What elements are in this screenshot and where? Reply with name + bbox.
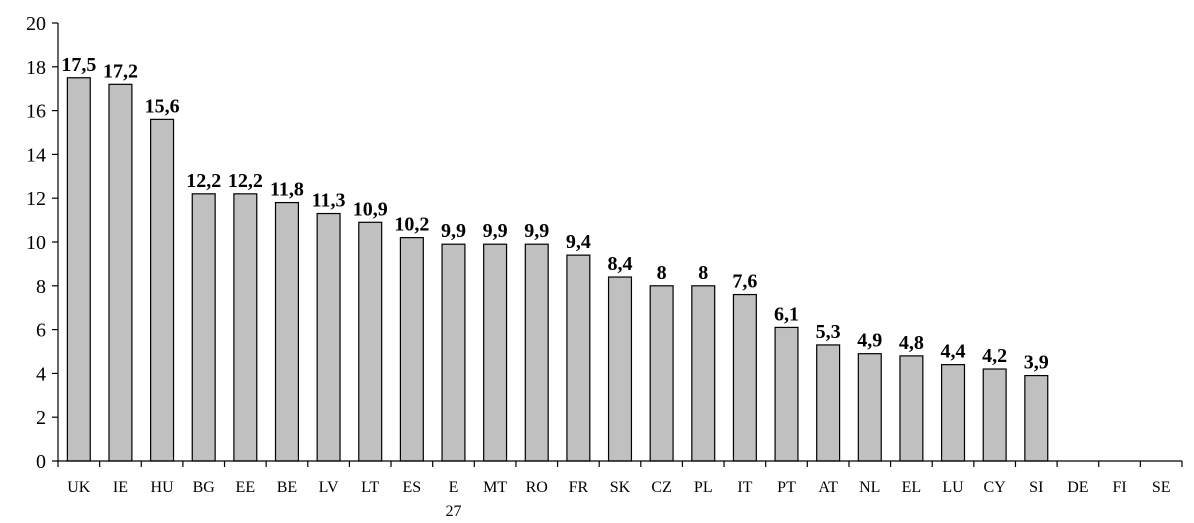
data-label: 8	[698, 262, 708, 284]
data-label: 4,8	[899, 332, 924, 354]
bar-at	[817, 345, 840, 461]
x-tick-label: SI	[1029, 479, 1043, 496]
y-tick-label: 10	[26, 232, 46, 254]
y-tick-label: 4	[36, 363, 46, 385]
data-label: 9,4	[566, 231, 591, 253]
x-tick-label: CY	[984, 479, 1007, 496]
x-tick-label: ES	[403, 479, 422, 496]
x-tick-label: UK	[67, 479, 91, 496]
x-tick-label: SK	[610, 479, 631, 496]
data-label: 12,2	[186, 170, 221, 192]
x-tick-label: HU	[151, 479, 175, 496]
data-label: 9,9	[441, 220, 466, 242]
data-label: 5,3	[816, 321, 841, 343]
bar-sk	[609, 277, 632, 461]
data-label: 10,2	[394, 214, 429, 236]
y-tick-label: 8	[36, 276, 46, 298]
data-label: 17,5	[61, 54, 96, 76]
x-tick-label: IE	[113, 479, 128, 496]
bar-lt	[359, 222, 382, 461]
bar-el	[900, 356, 923, 461]
data-label: 11,8	[270, 179, 304, 201]
y-tick-label: 6	[36, 320, 46, 342]
bar-nl	[858, 354, 881, 461]
x-tick-label: DE	[1067, 479, 1088, 496]
bar-ro	[525, 244, 548, 461]
y-tick-label: 20	[26, 13, 46, 35]
data-label: 3,9	[1024, 352, 1049, 374]
bar-si	[1025, 376, 1048, 461]
y-tick-label: 18	[26, 57, 46, 79]
data-label: 7,6	[732, 271, 757, 293]
y-tick-label: 14	[26, 144, 46, 166]
x-tick-label: FI	[1112, 479, 1126, 496]
y-tick-label: 16	[26, 101, 46, 123]
data-label: 17,2	[103, 60, 138, 82]
bar-hu	[151, 119, 174, 461]
data-label: 11,3	[312, 190, 346, 212]
bar-pt	[775, 327, 798, 461]
x-tick-label: BE	[277, 479, 297, 496]
bar-es	[400, 238, 423, 461]
data-label: 8,4	[608, 253, 633, 275]
bar-mt	[484, 244, 507, 461]
bar-ee	[234, 194, 257, 461]
bar-cy	[983, 369, 1006, 461]
data-label: 4,4	[941, 341, 966, 363]
bar-pl	[692, 286, 715, 461]
x-tick-label: LT	[361, 479, 379, 496]
bar-lu	[942, 365, 965, 461]
x-tick-label: RO	[526, 479, 548, 496]
bar-ie	[109, 84, 132, 461]
data-label: 4,2	[982, 345, 1007, 367]
data-label: 15,6	[145, 95, 180, 117]
y-axis: 0 2 4 6 8 10 12 14 16 18 20	[26, 13, 58, 473]
bar-e	[442, 244, 465, 461]
y-tick-label: 0	[36, 451, 46, 473]
x-tick-label: AT	[818, 479, 838, 496]
bar-fr	[567, 255, 590, 461]
x-tick-label: CZ	[651, 479, 671, 496]
data-label: 8	[657, 262, 667, 284]
x-tick-label: BG	[193, 479, 216, 496]
x-tick-label: EL	[902, 479, 922, 496]
bar-be	[276, 203, 299, 461]
x-tick-label: IT	[737, 479, 752, 496]
x-tick-label: PT	[777, 479, 796, 496]
y-tick-label: 2	[36, 407, 46, 429]
x-tick-sublabel: 27	[445, 503, 461, 520]
bar-lv	[317, 214, 340, 461]
x-tick-label: FR	[569, 479, 589, 496]
data-label: 4,9	[857, 330, 882, 352]
x-tick-label: LV	[319, 479, 339, 496]
bar-bg	[192, 194, 215, 461]
x-tick-label: E	[449, 479, 459, 496]
data-label: 9,9	[524, 220, 549, 242]
x-tick-label: EE	[236, 479, 256, 496]
bar-it	[733, 295, 756, 461]
x-tick-label: SE	[1152, 479, 1171, 496]
x-tick-label: LU	[942, 479, 964, 496]
data-label: 6,1	[774, 303, 799, 325]
bar-uk	[67, 78, 90, 461]
data-label: 9,9	[483, 220, 508, 242]
x-tick-label: NL	[859, 479, 880, 496]
x-tick-label: PL	[694, 479, 713, 496]
bar-cz	[650, 286, 673, 461]
data-label: 10,9	[353, 198, 388, 220]
y-tick-label: 12	[26, 188, 46, 210]
bars	[67, 78, 1047, 461]
data-label: 12,2	[228, 170, 263, 192]
x-tick-label: MT	[483, 479, 507, 496]
